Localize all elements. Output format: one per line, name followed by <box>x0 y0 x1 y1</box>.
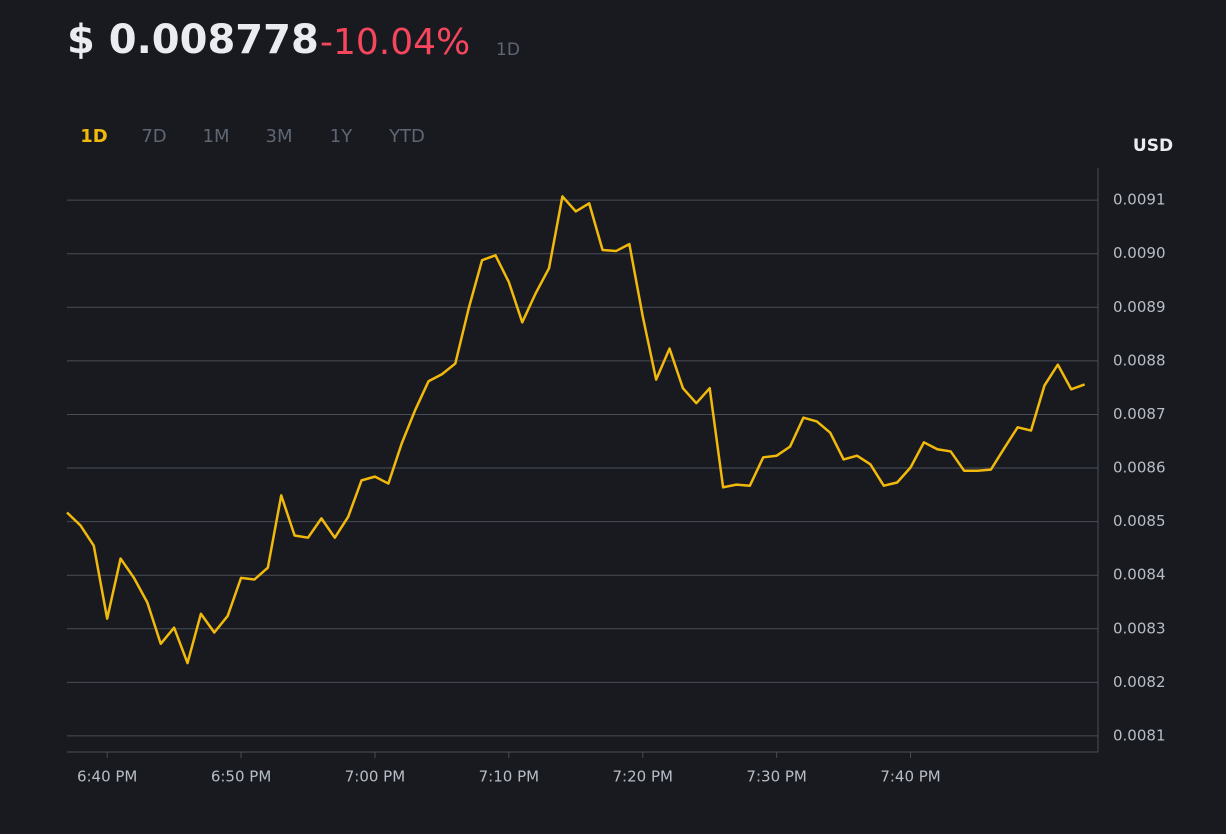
y-tick-label: 0.0085 <box>1113 512 1166 530</box>
x-tick-label: 7:40 PM <box>880 768 940 786</box>
y-tick-label: 0.0086 <box>1113 459 1166 477</box>
x-tick-label: 7:10 PM <box>479 768 539 786</box>
price-line <box>66 195 1086 665</box>
range-tab[interactable]: YTD <box>388 126 425 147</box>
y-tick-label: 0.0088 <box>1113 351 1166 369</box>
y-tick-label: 0.0083 <box>1113 619 1166 637</box>
change: -10.04% <box>320 22 470 63</box>
y-tick-label: 0.0081 <box>1113 726 1166 744</box>
x-tick-label: 7:30 PM <box>746 768 806 786</box>
range-tab[interactable]: 1Y <box>330 126 353 147</box>
x-tick-label: 6:50 PM <box>211 768 271 786</box>
range-tab[interactable]: 1D <box>80 126 107 147</box>
x-tick-label: 7:00 PM <box>345 768 405 786</box>
y-tick-label: 0.0089 <box>1113 298 1166 316</box>
range-tab[interactable]: 3M <box>266 126 293 147</box>
y-axis-label: USD <box>1133 136 1173 156</box>
y-tick-label: 0.0087 <box>1113 405 1166 423</box>
x-tick-label: 7:20 PM <box>613 768 673 786</box>
range-tab[interactable]: 1M <box>203 126 230 147</box>
range-tab[interactable]: 7D <box>141 126 166 147</box>
y-tick-label: 0.0082 <box>1113 673 1166 691</box>
price: $ 0.008778 <box>67 17 319 63</box>
y-tick-label: 0.0084 <box>1113 566 1166 584</box>
x-tick-label: 6:40 PM <box>77 768 137 786</box>
y-tick-label: 0.0090 <box>1113 244 1166 262</box>
y-tick-label: 0.0091 <box>1113 191 1166 209</box>
period: 1D <box>496 40 520 60</box>
